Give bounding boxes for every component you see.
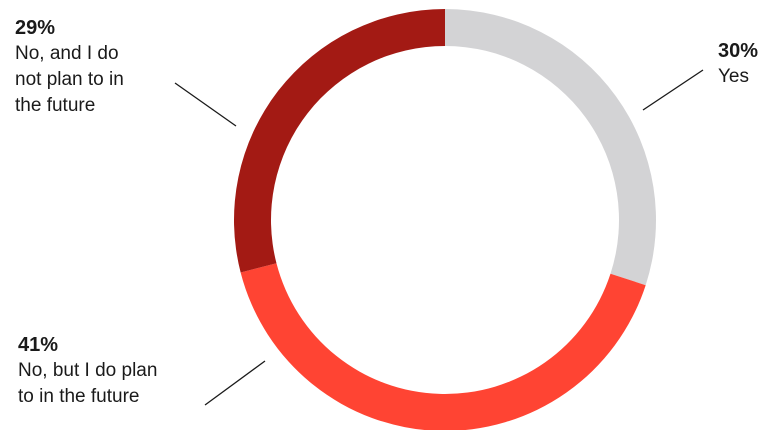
slice-label-yes: 30% Yes <box>718 38 758 90</box>
slice-text-no-never: No, and I do not plan to in the future <box>15 43 124 116</box>
slice-label-no-plan: 41% No, but I do plan to in the future <box>18 332 157 410</box>
slice-no-plan <box>240 263 646 430</box>
slice-pct-no-never: 29% <box>15 17 56 39</box>
slice-text-no-plan: No, but I do plan to in the future <box>18 360 158 407</box>
leader-line-no-never <box>174 82 237 127</box>
leader-line-yes <box>642 69 704 111</box>
slice-pct-yes: 30% <box>718 40 759 62</box>
slice-yes <box>445 9 656 286</box>
slice-label-no-never: 29% No, and I do not plan to in the futu… <box>15 15 124 119</box>
slice-text-yes: Yes <box>718 66 749 87</box>
leader-line-no-plan <box>204 360 266 406</box>
slice-pct-no-plan: 41% <box>18 334 59 356</box>
slice-no-never <box>234 9 445 273</box>
